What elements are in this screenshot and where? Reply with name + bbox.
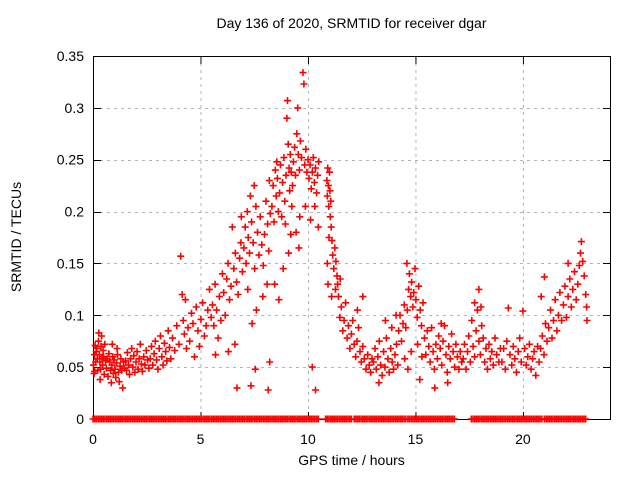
axis-ticks: [93, 56, 610, 420]
tick-labels: 0 5 10 15 20 0 0.05 0.1 0.15 0.2 0.25 0.3 0.35: [57, 48, 531, 447]
y-tick-label: 0.1: [65, 307, 85, 323]
y-tick-label: 0: [76, 411, 84, 427]
x-tick-label: 0: [89, 431, 97, 447]
x-tick-label: 10: [300, 431, 316, 447]
x-axis-label: GPS time / hours: [298, 452, 405, 468]
zero-row-markers: [89, 415, 590, 423]
y-tick-label: 0.25: [57, 152, 84, 168]
y-tick-label: 0.2: [65, 204, 85, 220]
scatter-points: [89, 69, 591, 394]
y-tick-label: 0.35: [57, 48, 84, 64]
grid-lines: [93, 56, 610, 420]
chart-title: Day 136 of 2020, SRMTID for receiver dga…: [216, 15, 487, 31]
x-tick-label: 15: [408, 431, 424, 447]
x-tick-label: 5: [197, 431, 205, 447]
y-tick-label: 0.05: [57, 359, 84, 375]
x-tick-label: 20: [515, 431, 531, 447]
y-tick-label: 0.3: [65, 100, 85, 116]
plot-border: [93, 56, 611, 420]
y-tick-label: 0.15: [57, 255, 84, 271]
